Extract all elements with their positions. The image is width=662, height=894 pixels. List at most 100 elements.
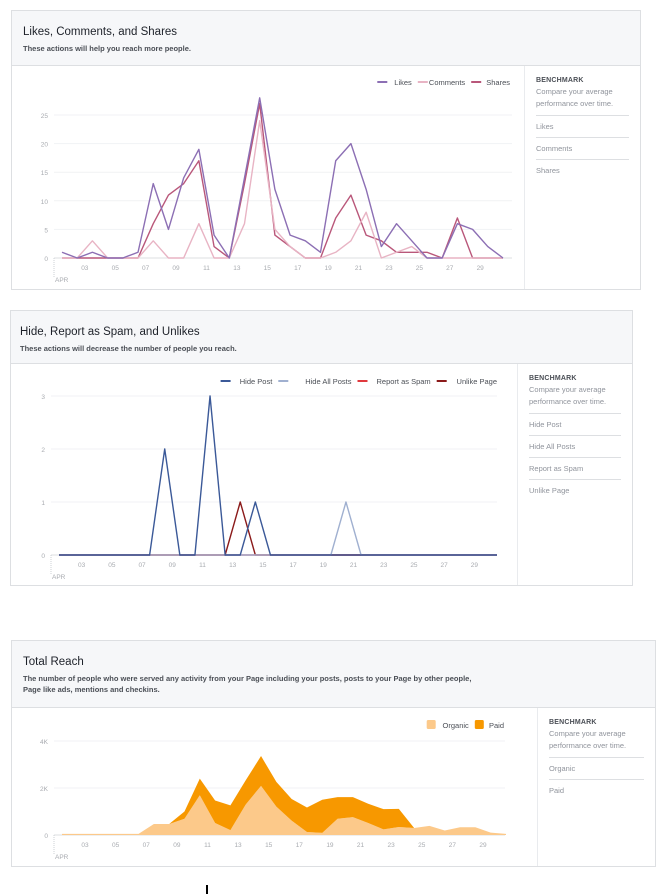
line-hide-post [59, 395, 497, 556]
legend-swatch [426, 720, 436, 729]
hide-report-unlikes-panel: Hide, Report as Spam, and Unlikes These … [10, 310, 633, 586]
benchmark-item-comments[interactable]: Comments [536, 138, 629, 160]
benchmark-sidebar: BENCHMARK Compare your average performan… [517, 364, 632, 585]
legend-label: Hide Post [240, 377, 273, 386]
y-tick-label: 10 [41, 199, 49, 206]
benchmark-item-shares[interactable]: Shares [536, 166, 560, 175]
x-month-label: APR [55, 854, 69, 861]
area-organic [62, 785, 506, 835]
x-tick-label: 15 [265, 842, 273, 849]
x-tick-label: 25 [410, 562, 418, 569]
x-tick-label: 09 [169, 562, 177, 569]
x-tick-label: 05 [112, 265, 120, 272]
legend-label: Unlike Page [457, 377, 497, 386]
likes-comments-shares-panel: Likes, Comments, and Shares These action… [11, 10, 641, 290]
benchmark-item-hide-all-posts[interactable]: Hide All Posts [529, 436, 621, 458]
benchmark-sidebar: BENCHMARK Compare your average performan… [537, 708, 655, 866]
y-tick-label: 0 [41, 553, 45, 560]
x-tick-label: 27 [449, 842, 457, 849]
x-tick-label: 29 [477, 265, 485, 272]
x-tick-label: 05 [108, 562, 116, 569]
x-tick-label: 19 [325, 265, 333, 272]
panel-title: Likes, Comments, and Shares [23, 26, 178, 38]
legend-label: Likes [394, 78, 412, 87]
legend-label: Comments [429, 78, 466, 87]
x-tick-label: 05 [112, 842, 120, 849]
panel-header: Hide, Report as Spam, and Unlikes These … [11, 311, 632, 364]
x-tick-label: 23 [380, 562, 388, 569]
legend-label: Organic [443, 721, 470, 730]
x-tick-label: 13 [234, 842, 242, 849]
x-tick-label: 13 [233, 265, 241, 272]
benchmark-item-report-as-spam[interactable]: Report as Spam [529, 458, 621, 480]
benchmark-item-likes[interactable]: Likes [536, 116, 629, 138]
y-tick-label: 2K [40, 786, 49, 793]
text-cursor [206, 885, 208, 894]
benchmark-item-unlike-page[interactable]: Unlike Page [529, 486, 570, 495]
line-comments [62, 120, 503, 259]
legend-label: Shares [486, 78, 510, 87]
benchmark-item-hide-post[interactable]: Hide Post [529, 414, 621, 436]
x-tick-label: 25 [418, 842, 426, 849]
x-tick-label: 17 [289, 562, 297, 569]
x-tick-label: 07 [142, 265, 150, 272]
x-tick-label: 07 [143, 842, 151, 849]
x-month-label: APR [55, 277, 69, 284]
x-tick-label: 29 [479, 842, 487, 849]
benchmark-item-paid[interactable]: Paid [549, 786, 565, 795]
x-tick-label: 17 [296, 842, 304, 849]
benchmark-item-organic[interactable]: Organic [549, 758, 644, 780]
x-tick-label: 15 [259, 562, 267, 569]
panel-subtitle: These actions will help you reach more p… [23, 44, 191, 53]
x-tick-label: 25 [416, 265, 424, 272]
area-paid [62, 756, 506, 834]
x-tick-label: 03 [78, 562, 86, 569]
x-tick-label: 19 [326, 842, 334, 849]
x-tick-label: 17 [294, 265, 302, 272]
line-likes [61, 97, 504, 259]
x-tick-label: 09 [173, 842, 181, 849]
total-reach-chart: 0 2K 4K 03 05 07 09 11 13 15 17 19 21 23 25 27 29 APR Paid… [40, 720, 506, 861]
legend-label: Paid [489, 721, 504, 730]
line-unlike-page [59, 501, 497, 556]
x-tick-label: 03 [81, 842, 89, 849]
y-tick-label: 15 [41, 170, 49, 177]
benchmark-description: Compare your average performance over ti… [529, 384, 621, 414]
benchmark-sidebar: BENCHMARK Compare your average performan… [524, 66, 640, 289]
x-tick-label: 13 [229, 562, 237, 569]
line-hide-all-posts [59, 501, 497, 556]
y-tick-label: 3 [41, 394, 45, 401]
y-tick-label: 0 [44, 833, 48, 840]
line-shares [62, 102, 503, 259]
benchmark-heading: BENCHMARK [536, 77, 584, 84]
panel-title: Total Reach [23, 656, 84, 668]
x-tick-label: 21 [355, 265, 363, 272]
benchmark-description: Compare your average performance over ti… [536, 86, 629, 116]
panel-header: Total Reach The number of people who wer… [12, 641, 655, 708]
x-tick-label: 19 [320, 562, 328, 569]
x-tick-label: 09 [172, 265, 180, 272]
legend-label: Report as Spam [376, 377, 430, 386]
total-reach-panel: Total Reach The number of people who wer… [11, 640, 656, 867]
panel-subtitle: These actions will decrease the number o… [20, 344, 237, 353]
benchmark-heading: BENCHMARK [529, 375, 577, 382]
x-tick-label: 07 [138, 562, 146, 569]
x-tick-label: 29 [471, 562, 479, 569]
y-tick-label: 25 [41, 113, 49, 120]
x-tick-label: 15 [264, 265, 272, 272]
x-tick-label: 11 [199, 562, 206, 569]
y-tick-label: 2 [41, 447, 45, 454]
x-tick-label: 27 [441, 562, 449, 569]
y-tick-label: 20 [41, 142, 49, 149]
x-tick-label: 11 [204, 842, 211, 849]
x-tick-label: 21 [350, 562, 358, 569]
x-tick-label: 21 [357, 842, 365, 849]
panel-subtitle: The number of people who were served any… [23, 674, 472, 694]
x-tick-label: 11 [203, 265, 210, 272]
x-month-label: APR [52, 574, 66, 581]
x-tick-label: 03 [81, 265, 89, 272]
y-tick-label: 5 [44, 227, 48, 234]
y-tick-label: 1 [41, 500, 45, 507]
